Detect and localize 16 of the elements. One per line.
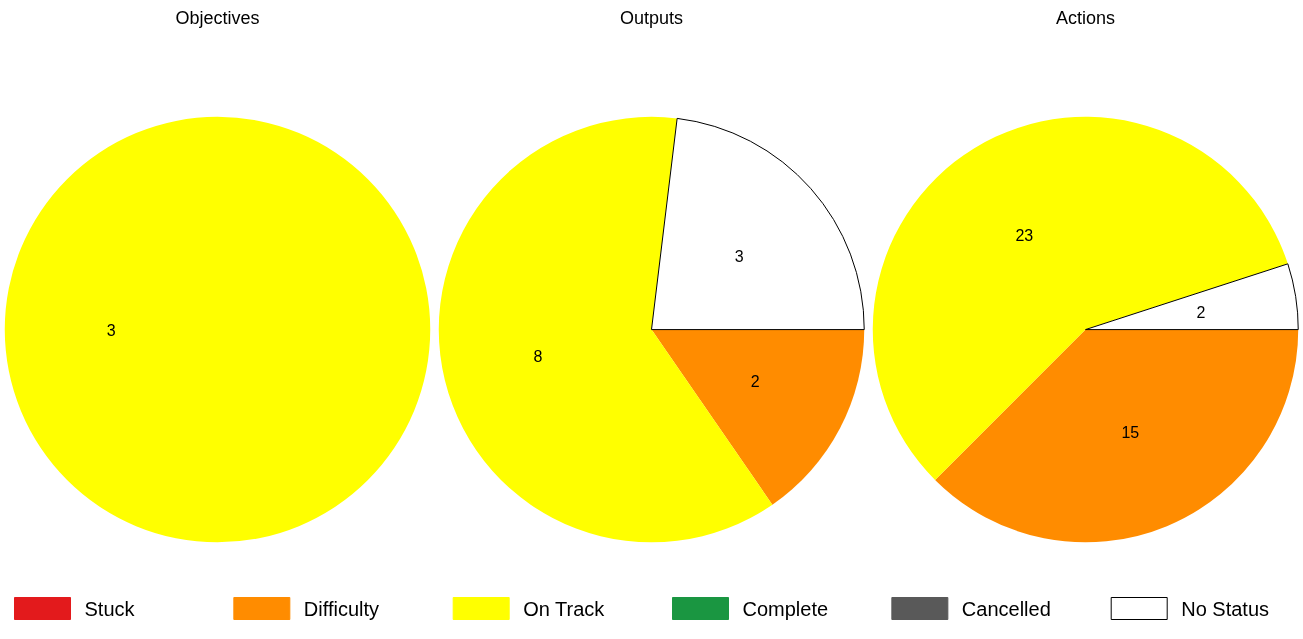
legend-label: Stuck (84, 597, 136, 620)
chart-title: Actions (1055, 7, 1116, 28)
data-label: 2 (750, 372, 760, 390)
data-label: 2 (1196, 304, 1206, 322)
legend-label: Complete (742, 597, 829, 620)
data-label: 3 (734, 248, 744, 266)
chart-title: Objectives (175, 7, 260, 28)
legend-label: No Status (1181, 597, 1270, 620)
chart-title: Outputs (619, 7, 684, 28)
legend-label: Difficulty (303, 597, 380, 620)
legend-label: On Track (523, 597, 606, 620)
data-label: 3 (106, 321, 116, 339)
data-label: 15 (1121, 423, 1140, 441)
data-label: 23 (1015, 227, 1034, 245)
data-label: 8 (533, 348, 543, 366)
legend-label: Cancelled (961, 597, 1051, 620)
